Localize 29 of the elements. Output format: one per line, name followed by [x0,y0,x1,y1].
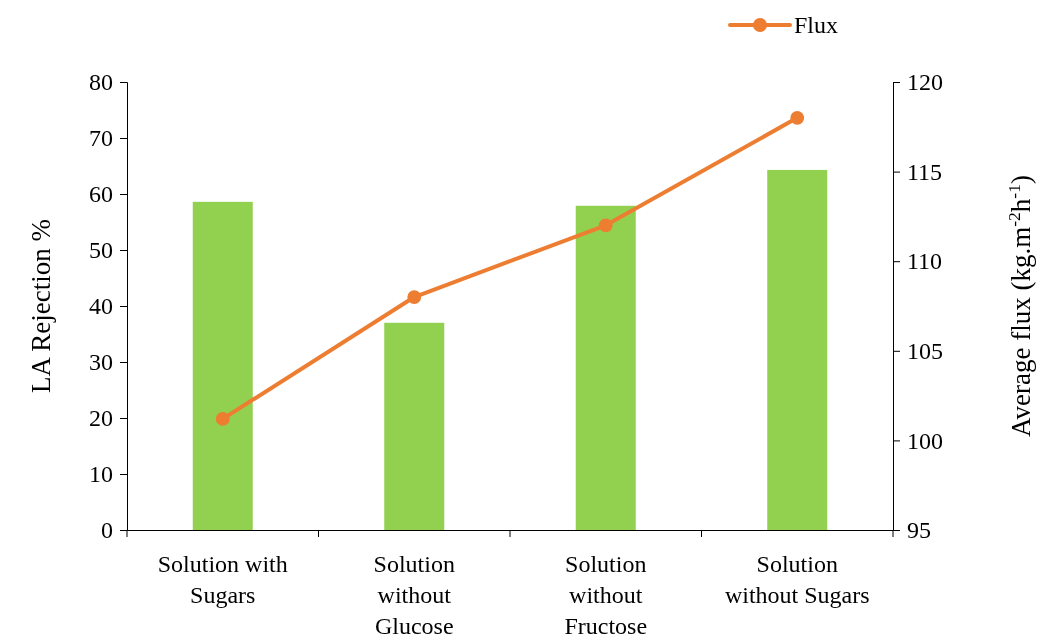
y-tick-label: 20 [89,405,113,432]
y-tick-label: 0 [101,517,113,544]
legend-label: Flux [794,12,839,38]
y-tick-label: 30 [89,349,113,376]
bar [767,169,828,530]
y-axis-title: LA Rejection % [26,219,56,393]
y-tick-label: 80 [89,69,113,96]
y2-tick-label: 100 [907,427,943,454]
y-tick-label: 60 [89,181,113,208]
x-tick-label: Solution without Fructose [564,551,648,639]
y2-tick-label: 120 [907,69,943,96]
x-tick-label: Solution without Glucose [373,551,455,639]
point [215,412,230,426]
y-tick-label: 40 [89,293,113,320]
point [598,218,613,233]
y2-tick-label: 95 [907,517,931,544]
y2-tick-label: 105 [907,337,943,364]
y2-tick-label: 115 [907,158,943,185]
y-tick-label: 50 [89,237,113,264]
x-tick-label: Solution with Sugars [157,551,288,608]
y-tick-label: 10 [89,461,113,488]
y-tick-label: 70 [89,125,113,152]
point [790,110,805,125]
point [407,290,422,304]
bar [384,322,445,530]
bar [192,201,253,530]
x-tick-label: Solution without Sugars [724,551,870,608]
y2-tick-label: 110 [907,248,943,275]
bar [575,205,636,530]
